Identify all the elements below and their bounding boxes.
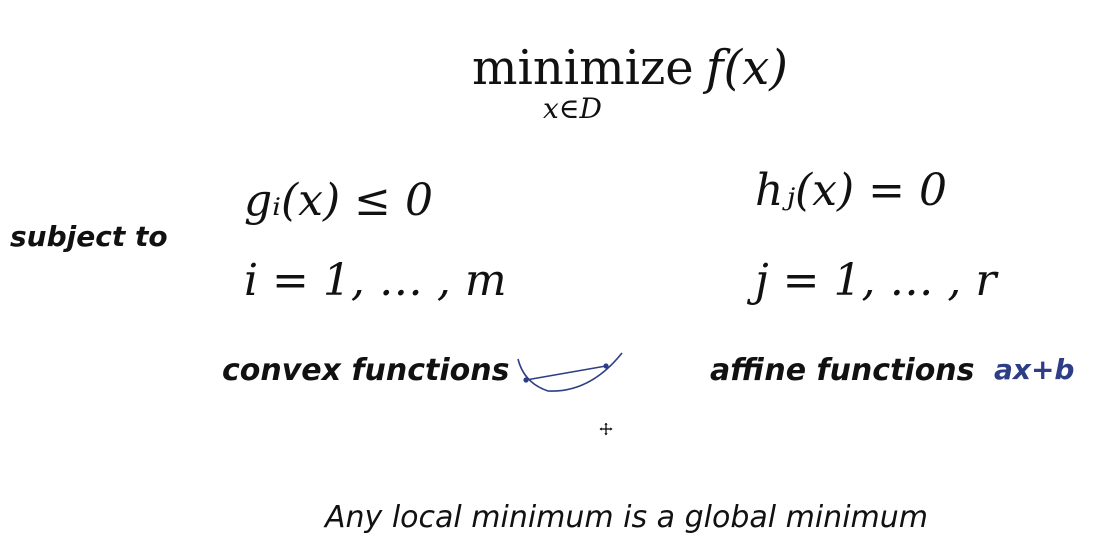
conclusion-note: Any local minimum is a global minimum	[325, 500, 928, 535]
inequality-constraint: gᵢ(x) ≤ 0	[244, 175, 433, 226]
move-cursor-icon	[598, 421, 614, 437]
convex-curve-sketch-icon	[517, 352, 623, 392]
objective-domain-subscript: x∈D	[543, 92, 602, 125]
convex-functions-note: convex functions	[222, 353, 510, 388]
affine-functions-note: affine functions	[710, 353, 975, 388]
affine-example-note: ax+b	[994, 353, 1075, 386]
inequality-index-range: i = 1, … , m	[244, 255, 507, 306]
equality-constraint: hⱼ(x) = 0	[755, 165, 947, 216]
equality-index-range: j = 1, … , r	[755, 255, 997, 306]
subject-to-label: subject to	[10, 220, 168, 253]
objective-function: f(x)	[705, 40, 788, 96]
minimize-operator: minimize	[472, 40, 694, 96]
objective-expression: minimize f(x)	[472, 40, 788, 96]
